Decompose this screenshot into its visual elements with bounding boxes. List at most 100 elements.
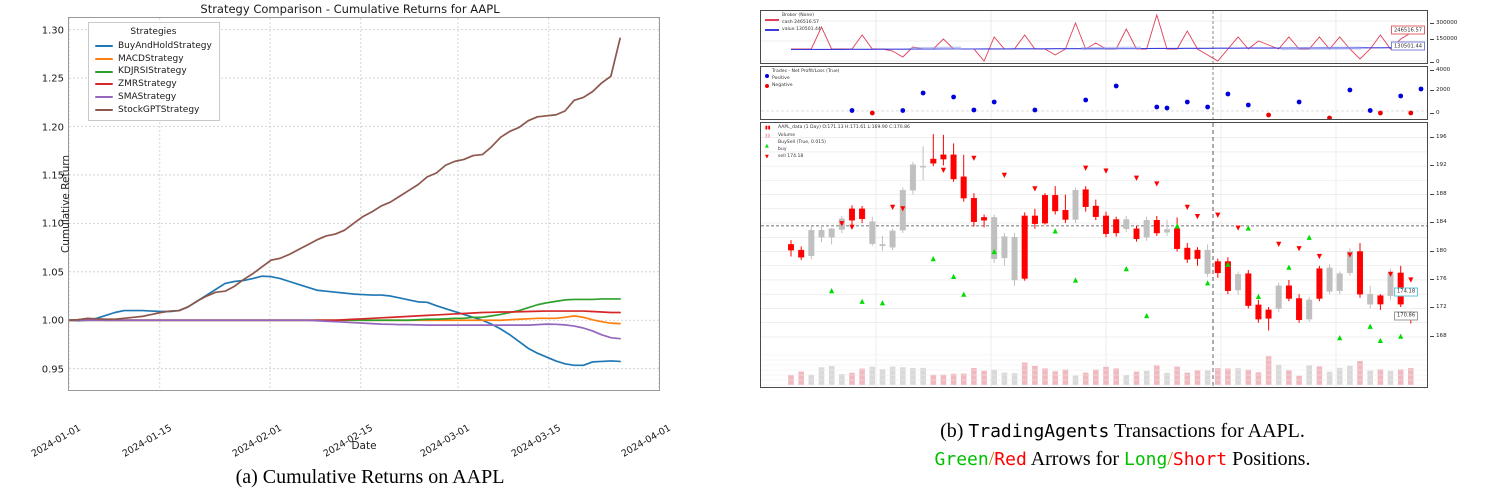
trades-panel: Trades - Net Profit/Loss (True) Positive…: [760, 66, 1428, 120]
broker-cash-swatch: [765, 19, 779, 21]
caption-b-positions: Positions.: [1232, 447, 1311, 470]
trades-title: Trades - Net Profit/Loss (True): [772, 69, 840, 74]
figure-a-cumulative-returns: Strategy Comparison - Cumulative Returns…: [0, 0, 740, 501]
legend-swatch-icon: [95, 57, 113, 60]
axis-tick-mark: [1430, 23, 1434, 24]
figure-a-ytick: 1.10: [41, 218, 64, 230]
axis-tick-mark: [1430, 250, 1434, 252]
volume-icon: ▮▮: [765, 132, 771, 139]
price-axis-tick: 188: [1436, 190, 1447, 197]
price-sell-label: sell 174.18: [778, 154, 804, 160]
figure-a-title: Strategy Comparison - Cumulative Returns…: [200, 2, 500, 16]
broker-value-label: value 130501.44: [782, 26, 821, 32]
broker-chart: [761, 11, 1427, 63]
figure-a-svg: [69, 18, 659, 390]
legend-item-zmrstrategy: ZMRStrategy: [95, 78, 212, 91]
price-axis-tick: 196: [1436, 133, 1447, 140]
price-data-label: AAPL_data (1 Day) O:171.13 H:171.61 L:16…: [778, 125, 910, 131]
legend-swatch-icon: [95, 83, 113, 86]
legend-rows: BuyAndHoldStrategy MACDStrategy KDJRSIStra…: [95, 40, 212, 117]
axis-tick-mark: [1430, 90, 1434, 91]
broker-axis-tick: 150000: [1436, 36, 1458, 42]
down-arrow-icon: ▼: [765, 153, 769, 160]
candle-icon: ▮▮: [765, 125, 771, 131]
trades-axis-tick: 4000: [1436, 67, 1451, 73]
legend-item-macdstrategy: MACDStrategy: [95, 53, 212, 66]
legend-label: BuyAndHoldStrategy: [118, 40, 212, 51]
legend-item-smastrategy: SMAStrategy: [95, 91, 212, 104]
caption-b-mono: TradingAgents: [968, 421, 1110, 442]
caption-b-slash2: /: [1167, 447, 1173, 470]
figure-a-ytick: 1.20: [41, 122, 64, 133]
trades-axis-tick: 2000: [1436, 87, 1451, 93]
price-axis-tick: 176: [1436, 275, 1447, 282]
figure-a-ytick: 1.25: [41, 73, 64, 85]
figure-a-ytick: 0.95: [41, 364, 64, 376]
axis-tick-mark: [1430, 307, 1434, 309]
figure-a-xlabel: Date: [351, 440, 377, 452]
axis-tick-mark: [1430, 62, 1434, 63]
price-axis-tick: 168: [1436, 332, 1447, 339]
sell-price-box: 174.18: [1394, 287, 1419, 297]
price-buysell-label: BuySell (True, 0.015): [778, 140, 826, 145]
price-legend: ▮▮ AAPL_data (1 Day) O:171.13 H:171.61 L…: [765, 125, 910, 161]
figure-a-ytick: 1.30: [41, 25, 64, 37]
caption-b-short: Short: [1172, 448, 1228, 470]
axis-tick-mark: [1430, 70, 1434, 71]
legend-item-stockgptstrategy: StockGPTStrategy: [95, 104, 212, 117]
legend-item-kdjrsistrategy: KDJRSIStrategy: [95, 65, 212, 78]
axis-tick-mark: [1430, 222, 1434, 224]
candlestick-chart: [761, 123, 1427, 387]
legend-title: Strategies: [130, 27, 177, 37]
price-axis-tick: 192: [1436, 162, 1447, 169]
broker-cash-value-box: 246516.57: [1391, 25, 1426, 35]
trades-positive-label: Positive: [772, 75, 790, 81]
caption-b-mid: Transactions for AAPL.: [1113, 420, 1305, 442]
price-axis-tick: 184: [1436, 219, 1447, 226]
broker-cash-label: cash 246516.57: [782, 19, 819, 25]
figure-a-plot-area: Cumulative Return 0.95 1.00 1.05 1.10 1.15 1.…: [30, 17, 673, 460]
caption-b-green: Green: [934, 448, 989, 470]
trades-negative-dot: [765, 84, 769, 89]
figure-a-caption: (a) Cumulative Returns on AAPL: [235, 466, 505, 488]
broker-value-swatch: [765, 29, 779, 32]
broker-value-value-box: 130501.44: [1391, 41, 1426, 51]
trades-chart: [761, 67, 1427, 119]
trades-negative-label: Negative: [772, 82, 793, 88]
legend-swatch-icon: [95, 70, 113, 73]
legend-label: MACDStrategy: [118, 53, 184, 64]
axis-tick-mark: [1430, 39, 1434, 40]
legend-swatch-icon: [95, 108, 113, 111]
price-volume-label: Volume: [778, 132, 796, 138]
broker-axis-tick: 300000: [1436, 20, 1458, 26]
figure-a-legend: Strategies BuyAndHoldStrategy MACDStrateg…: [88, 22, 220, 122]
price-buy-label: buy: [778, 146, 787, 152]
caption-b-slash1: /: [988, 447, 995, 470]
trades-legend: Trades - Net Profit/Loss (True) Positive…: [765, 69, 839, 90]
broker-axis-tick: 0: [1436, 59, 1440, 65]
close-price-box: 170.86: [1394, 311, 1419, 321]
axis-tick-mark: [1430, 136, 1434, 138]
broker-legend: Broker (None) cash 246516.57 value 13050…: [765, 13, 821, 34]
legend-label: StockGPTStrategy: [118, 104, 200, 115]
axis-tick-mark: [1430, 193, 1434, 195]
legend-swatch-icon: [95, 45, 113, 48]
trades-axis-tick: 0: [1436, 110, 1440, 116]
axis-tick-mark: [1430, 113, 1434, 114]
caption-b-long: Long: [1124, 448, 1168, 470]
legend-swatch-icon: [95, 96, 113, 99]
price-axis-tick: 172: [1436, 304, 1447, 311]
legend-label: ZMRStrategy: [118, 79, 177, 90]
axis-tick-mark: [1430, 165, 1434, 167]
caption-b-prefix: (b): [940, 420, 964, 442]
price-axis-tick: 180: [1436, 247, 1447, 254]
legend-item-buyandholdstrategy: BuyAndHoldStrategy: [95, 40, 212, 53]
price-panel: ▮▮ AAPL_data (1 Day) O:171.13 H:171.61 L…: [760, 122, 1428, 388]
trades-positive-dot: [765, 73, 769, 78]
figure-a-ytick: 1.15: [41, 170, 64, 182]
figure-a-ytick: 1.00: [41, 315, 64, 327]
figure-b-trading-agents: Broker (None) cash 246516.57 value 13050…: [748, 4, 1497, 404]
legend-label: SMAStrategy: [118, 91, 177, 102]
broker-panel: Broker (None) cash 246516.57 value 13050…: [760, 10, 1428, 64]
